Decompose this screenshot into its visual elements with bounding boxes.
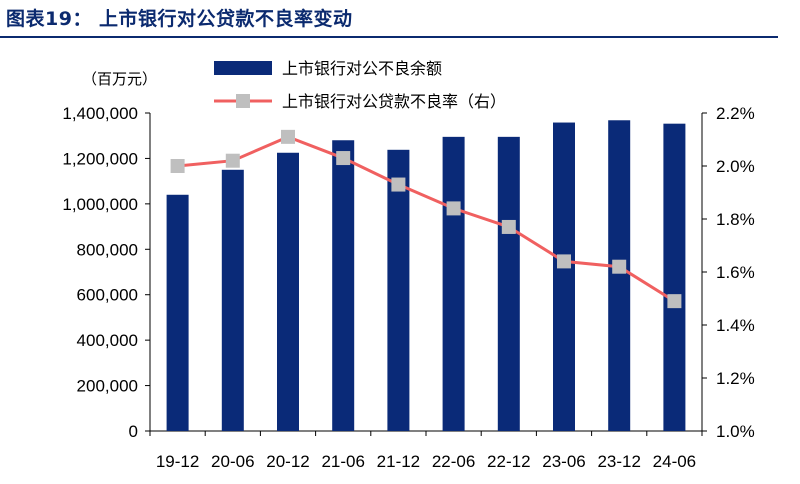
x-tick-label: 22-12	[487, 452, 530, 471]
left-tick-label: 1,000,000	[62, 195, 138, 214]
line-point	[612, 259, 627, 274]
line-point	[281, 129, 295, 144]
bar	[497, 136, 520, 431]
x-tick-label: 19-12	[156, 452, 199, 471]
right-tick-label: 1.0%	[716, 422, 755, 441]
bar	[277, 152, 299, 431]
bar-series	[166, 120, 686, 432]
legend-swatch-bar	[214, 61, 272, 75]
line-point	[501, 219, 516, 234]
x-tick-label: 23-06	[542, 452, 585, 471]
x-tick-label: 22-06	[432, 452, 475, 471]
legend-label-bar: 上市银行对公不良余额	[282, 59, 442, 78]
line-point	[446, 201, 461, 216]
tick-labels: 0 200,000 400,000 600,000 800,000 1,000,000 1,…	[62, 70, 754, 471]
left-tick-label: 200,000	[77, 377, 138, 396]
bar	[387, 149, 410, 431]
bar	[553, 122, 575, 431]
right-tick-label: 1.8%	[716, 210, 755, 229]
x-tick-label: 23-12	[597, 452, 640, 471]
left-tick-label: 1,400,000	[62, 104, 138, 123]
bar	[166, 194, 189, 431]
left-axis-unit: （百万元）	[82, 70, 157, 88]
line-path	[177, 135, 676, 303]
right-tick-label: 1.6%	[716, 263, 755, 282]
line-point	[170, 159, 185, 173]
title-divider	[0, 36, 778, 38]
line-point	[667, 294, 682, 309]
chart-title: 图表19： 上市银行对公贷款不良率变动	[6, 8, 353, 30]
bar	[442, 136, 465, 431]
line-point	[557, 254, 571, 269]
right-tick-label: 2.2%	[716, 104, 755, 123]
left-tick-label: 1,200,000	[62, 149, 138, 168]
line-point	[391, 177, 406, 192]
x-tick-label: 24-06	[653, 452, 696, 471]
x-tick-label: 21-12	[377, 452, 420, 471]
x-tick-label: 20-12	[266, 452, 309, 471]
left-tick-label: 400,000	[77, 331, 138, 350]
right-tick-label: 1.2%	[716, 369, 755, 388]
bar	[608, 120, 631, 432]
bar	[332, 140, 355, 431]
left-tick-label: 0	[129, 422, 138, 441]
left-tick-label: 600,000	[77, 286, 138, 305]
legend-swatch-marker	[236, 94, 250, 108]
x-tick-label: 21-06	[321, 452, 364, 471]
line-point	[336, 151, 351, 166]
legend-label-line: 上市银行对公贷款不良率（右）	[282, 92, 506, 111]
right-tick-label: 2.0%	[716, 157, 755, 176]
right-tick-label: 1.4%	[716, 316, 755, 335]
bar	[663, 123, 686, 431]
line-series	[170, 129, 682, 309]
x-tick-label: 20-06	[211, 452, 254, 471]
bar	[221, 169, 244, 432]
left-tick-label: 800,000	[77, 240, 138, 259]
line-point	[225, 153, 240, 168]
